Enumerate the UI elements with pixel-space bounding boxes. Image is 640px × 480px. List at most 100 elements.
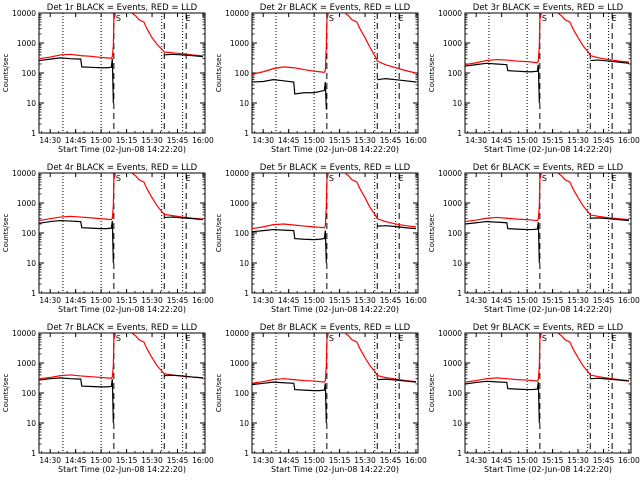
x-tick-label: 14:30 [39,136,61,145]
marker-e: E [186,174,191,183]
x-tick-label: 16:00 [618,136,640,145]
y-tick-label: 1 [31,289,36,298]
x-tick-label: 15:00 [303,296,325,305]
marker-s: S [542,334,547,343]
y-tick-label: 10 [452,259,462,268]
y-tick-label: 10000 [12,9,36,18]
marker-e: E [612,174,617,183]
y-tick-label: 100 [235,69,250,78]
chart-panel-det-4r: Det 4r BLACK = Events, RED = LLD 14:30 14:… [2,163,214,314]
x-tick-label: 15:00 [303,456,325,465]
x-tick-label: 14:45 [278,296,300,305]
x-tick-label: 14:30 [465,136,487,145]
marker-e: E [399,14,404,23]
x-axis-label: Start Time (02-Jun-08 14:22:20) [58,465,186,474]
x-tick-label: 14:30 [252,296,274,305]
y-tick-label: 10000 [12,169,36,178]
x-tick-label: 14:30 [465,456,487,465]
x-tick-label: 14:30 [39,296,61,305]
x-tick-label: 15:30 [354,296,376,305]
series-lld-line [39,173,204,222]
y-tick-label: 100 [448,69,463,78]
plot-frame [464,332,632,454]
y-tick-label: 100 [22,229,37,238]
y-axis-label: Counts/sec [2,374,10,413]
x-axis-label: Start Time (02-Jun-08 14:22:20) [484,305,612,314]
chart-panel-det-9r: Det 9r BLACK = Events, RED = LLD 14:30 14:… [428,323,640,474]
series-lld-line [252,173,417,230]
x-tick-label: 15:30 [141,296,163,305]
y-tick-label: 1000 [443,199,462,208]
chart-title: Det 7r BLACK = Events, RED = LLD [47,323,198,333]
y-axis-label: Counts/sec [428,54,436,93]
y-tick-label: 10000 [438,169,462,178]
x-tick-label: 15:45 [167,296,189,305]
y-tick-label: 100 [235,389,250,398]
series-lld-line [465,13,630,66]
y-tick-label: 1000 [230,199,249,208]
series-lld-line [465,333,630,383]
x-tick-label: 15:00 [516,136,538,145]
chart-title: Det 9r BLACK = Events, RED = LLD [473,323,624,333]
y-tick-label: 1000 [230,39,249,48]
y-tick-label: 1 [244,289,249,298]
y-tick-label: 1 [457,289,462,298]
chart-panel-det-5r: Det 5r BLACK = Events, RED = LLD 14:30 14:… [215,163,427,314]
marker-s: S [116,14,121,23]
plot-frame [38,12,206,134]
x-tick-label: 15:45 [593,296,615,305]
marker-e: E [399,174,404,183]
y-tick-label: 1000 [17,199,36,208]
x-tick-label: 15:00 [90,296,112,305]
y-tick-label: 100 [448,389,463,398]
x-tick-label: 15:30 [141,136,163,145]
y-tick-label: 1 [31,129,36,138]
x-axis-label: Start Time (02-Jun-08 14:22:20) [484,145,612,154]
plot-frame [38,172,206,294]
marker-s: S [329,174,334,183]
y-tick-label: 100 [22,69,37,78]
x-axis-label: Start Time (02-Jun-08 14:22:20) [58,305,186,314]
x-tick-label: 15:15 [542,456,564,465]
x-tick-label: 15:45 [167,456,189,465]
x-tick-label: 14:45 [65,136,87,145]
y-tick-label: 10 [26,259,36,268]
y-tick-label: 1 [457,449,462,458]
marker-e: E [612,14,617,23]
y-tick-label: 1 [244,129,249,138]
chart-panel-det-1r: Det 1r BLACK = Events, RED = LLD 14:30 14:… [2,3,214,154]
marker-s: S [116,334,121,343]
y-tick-label: 10000 [225,169,249,178]
y-tick-label: 1000 [443,359,462,368]
y-tick-label: 1000 [443,39,462,48]
x-axis-label: Start Time (02-Jun-08 14:22:20) [58,145,186,154]
x-tick-label: 16:00 [192,296,214,305]
y-tick-label: 1000 [17,359,36,368]
y-tick-label: 10 [452,99,462,108]
x-tick-label: 15:15 [116,136,138,145]
y-tick-label: 10000 [438,9,462,18]
y-axis-label: Counts/sec [2,54,10,93]
series-events-line [252,378,417,424]
x-tick-label: 15:00 [516,296,538,305]
chart-title: Det 6r BLACK = Events, RED = LLD [473,163,624,173]
y-tick-label: 10000 [438,329,462,338]
chart-panel-det-2r: Det 2r BLACK = Events, RED = LLD 14:30 14:… [215,3,427,154]
chart-panel-det-3r: Det 3r BLACK = Events, RED = LLD 14:30 14:… [428,3,640,154]
y-tick-label: 10 [26,419,36,428]
series-events-line [39,216,204,264]
x-axis-label: Start Time (02-Jun-08 14:22:20) [271,465,399,474]
x-tick-label: 15:15 [329,296,351,305]
x-tick-label: 15:30 [354,136,376,145]
series-events-line [465,217,630,264]
y-tick-label: 1 [31,449,36,458]
chart-panel-det-8r: Det 8r BLACK = Events, RED = LLD 14:30 14:… [215,323,427,474]
y-tick-label: 100 [22,389,37,398]
x-tick-label: 14:45 [491,296,513,305]
x-tick-label: 16:00 [192,136,214,145]
series-lld-line [252,333,417,384]
x-tick-label: 14:30 [39,456,61,465]
x-tick-label: 15:45 [167,136,189,145]
chart-panel-det-6r: Det 6r BLACK = Events, RED = LLD 14:30 14:… [428,163,640,314]
